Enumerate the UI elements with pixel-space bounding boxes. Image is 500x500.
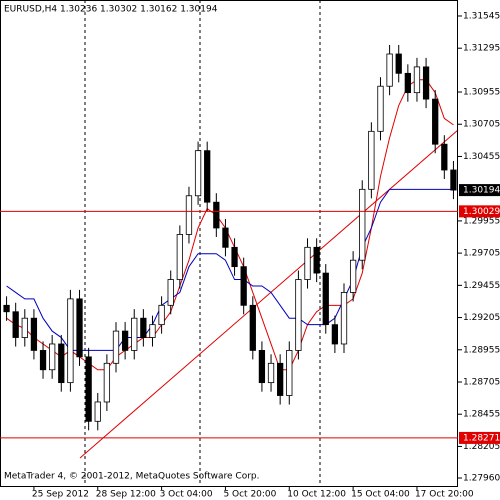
candle-body xyxy=(67,298,74,384)
candle-body xyxy=(340,292,348,345)
candle-body xyxy=(377,85,384,132)
candle-body xyxy=(322,272,329,326)
candle-body xyxy=(267,362,275,384)
candle-body xyxy=(359,188,366,261)
y-tick-label: 1.28705 xyxy=(463,377,500,387)
candle-body xyxy=(441,143,448,171)
trend-line xyxy=(79,129,459,459)
candle-body xyxy=(386,53,393,87)
candle-body xyxy=(331,324,339,345)
candle-body xyxy=(413,66,421,94)
candle-body xyxy=(368,130,375,190)
x-tick-label: 15 Oct 04:00 xyxy=(351,490,410,500)
level-tag xyxy=(459,205,500,218)
candle-body xyxy=(176,234,183,280)
candle-body xyxy=(249,304,256,351)
candle-body xyxy=(185,195,193,235)
candle-body xyxy=(404,72,411,94)
y-tick-label: 1.29205 xyxy=(463,313,500,323)
footer: MetaTrader 4, © 2001-2012, MetaQuotes So… xyxy=(4,472,260,482)
x-tick-label: 10 Oct 12:00 xyxy=(287,490,346,500)
y-tick-label: 1.30455 xyxy=(463,152,500,162)
chart-title: EURUSD,H4 1.30236 1.30302 1.30162 1.3019… xyxy=(4,5,218,15)
level-label: 1.28271 xyxy=(463,433,500,443)
y-tick-label: 1.28955 xyxy=(463,345,500,355)
candle-body xyxy=(194,150,202,197)
candle-body xyxy=(121,330,129,351)
candle-body xyxy=(149,324,156,338)
candle-body xyxy=(140,317,147,338)
price-tag xyxy=(459,184,500,197)
candle-body xyxy=(450,169,457,191)
y-tick-label: 1.29455 xyxy=(463,281,500,291)
x-tick-label: 25 Sep 2012 xyxy=(32,490,89,500)
candle-body xyxy=(313,246,320,274)
candle-body xyxy=(58,343,65,384)
candle-body xyxy=(231,246,238,268)
candle-body xyxy=(304,246,311,280)
candle-body xyxy=(395,53,402,74)
candle-body xyxy=(12,311,19,338)
candle-body xyxy=(30,317,38,351)
candle-body xyxy=(277,362,284,396)
candle-body xyxy=(39,350,47,371)
candle-body xyxy=(222,227,229,248)
candle-body xyxy=(167,279,174,306)
x-tick-label: 28 Sep 12:00 xyxy=(96,490,156,500)
level-tag xyxy=(459,431,500,444)
price-label: 1.30194 xyxy=(463,186,500,196)
candle-body xyxy=(204,150,211,203)
candle-body xyxy=(213,201,220,229)
candle-body xyxy=(240,266,247,306)
candle-body xyxy=(131,317,138,351)
candle-body xyxy=(258,350,266,384)
candle-body xyxy=(112,330,120,364)
candle-body xyxy=(94,401,101,422)
y-tick-label: 1.30955 xyxy=(463,88,500,98)
candle-body xyxy=(432,98,439,145)
y-tick-label: 1.27960 xyxy=(463,474,500,484)
y-tick-label: 1.28455 xyxy=(463,410,500,420)
candle-body xyxy=(286,350,293,396)
y-tick-label: 1.29705 xyxy=(463,249,500,259)
y-tick-label: 1.30705 xyxy=(463,120,500,130)
candle-body xyxy=(21,317,28,338)
x-tick-label: 3 Oct 04:00 xyxy=(160,490,213,500)
candle-body xyxy=(422,66,430,100)
plot-border xyxy=(0,0,458,487)
x-tick-label: 5 Oct 20:00 xyxy=(223,490,276,500)
indicator-line xyxy=(6,79,454,371)
candle-body xyxy=(49,343,56,371)
candle-body xyxy=(103,362,111,403)
candle-body xyxy=(295,279,302,351)
y-tick-label: 1.28205 xyxy=(463,442,500,452)
candle-body xyxy=(85,356,92,422)
x-tick-label: 17 Oct 20:00 xyxy=(415,490,474,500)
candle-body xyxy=(349,259,357,293)
candle-body xyxy=(76,298,83,358)
y-tick-label: 1.31545 xyxy=(463,11,500,21)
y-tick-label: 1.31295 xyxy=(463,44,500,54)
candle-body xyxy=(158,304,165,326)
y-tick-label: 1.29955 xyxy=(463,216,500,226)
candle-body xyxy=(3,304,10,313)
level-label: 1.30029 xyxy=(463,207,500,217)
